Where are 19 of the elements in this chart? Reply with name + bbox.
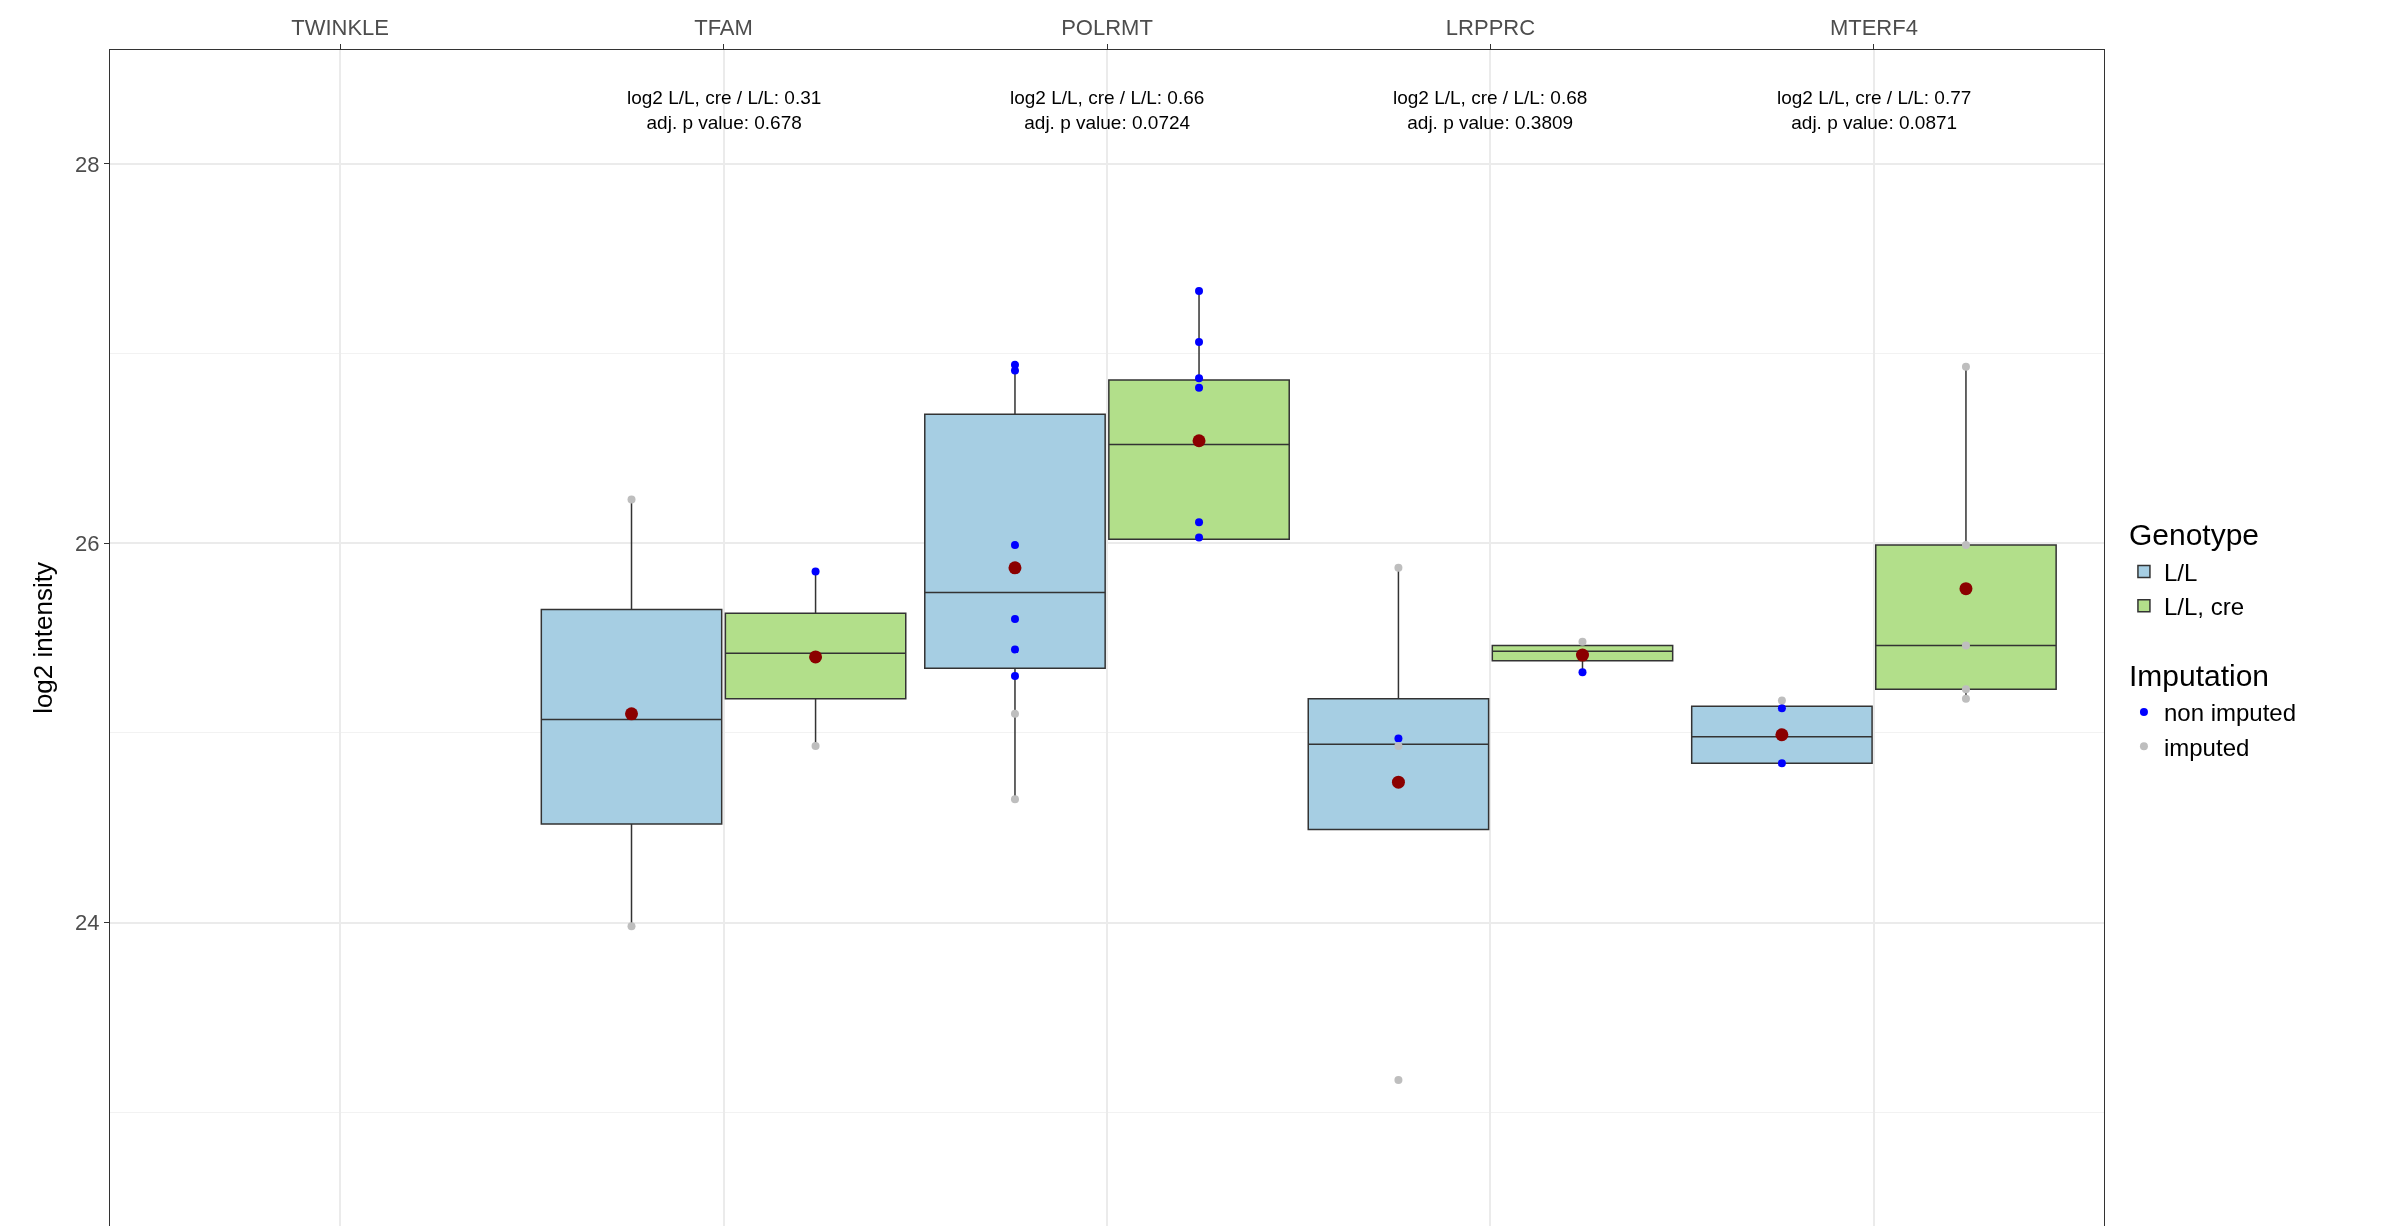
annotation: log2 L/L, cre / L/L: 0.31 adj. p value: 0.678	[627, 87, 822, 133]
y-tick-label: 24	[75, 910, 100, 936]
x-tick-label: TWINKLE	[291, 15, 389, 41]
text: Genotype	[2128, 518, 2260, 552]
y-axis-title: log2 intensity	[27, 562, 58, 714]
annotation: log2 L/L, cre / L/L: 0.68 adj. p value: 0.3809	[1393, 87, 1588, 133]
x-tick-label: MTERF4	[1829, 15, 1918, 41]
x-tick-label: POLRMT	[1061, 15, 1153, 41]
y-tick-label: 26	[75, 530, 100, 556]
legend-label: imputed	[2163, 733, 2250, 761]
annotation: log2 L/L, cre / L/L: 0.66 adj. p value: 0.0724	[1010, 87, 1205, 133]
y-tick-label: 28	[75, 151, 100, 177]
text: Imputation	[2128, 658, 2270, 692]
legend-label: L/L	[2163, 558, 2198, 586]
legend-label: non imputed	[2163, 699, 2297, 727]
x-tick-label: TFAM	[694, 15, 753, 41]
annotation: log2 L/L, cre / L/L: 0.77 adj. p value: 0.0871	[1777, 87, 1972, 133]
legend-label: L/L, cre	[2163, 593, 2244, 621]
x-tick-label: LRPPRC	[1445, 15, 1536, 41]
